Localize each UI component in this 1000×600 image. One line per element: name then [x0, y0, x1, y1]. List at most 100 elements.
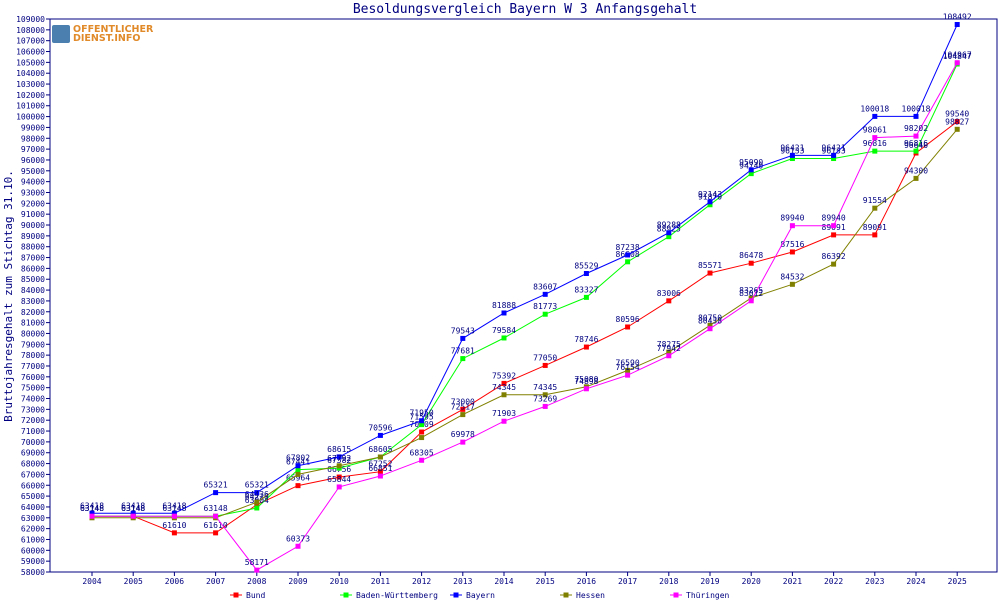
data-label: 96816	[904, 139, 928, 148]
data-point	[625, 324, 631, 330]
y-tick-label: 100000	[16, 113, 45, 122]
data-point	[872, 148, 878, 154]
data-label: 87238	[616, 243, 640, 252]
data-label: 67441	[286, 458, 310, 467]
data-point	[336, 474, 342, 480]
x-tick-label: 2013	[453, 577, 472, 586]
data-point	[913, 113, 919, 119]
data-point	[213, 513, 219, 519]
data-point	[295, 543, 301, 549]
legend-item: Bund	[230, 591, 265, 600]
data-point	[295, 483, 301, 489]
data-point	[831, 156, 837, 162]
data-point	[789, 152, 795, 158]
x-tick-label: 2014	[494, 577, 513, 586]
data-label: 78746	[574, 335, 598, 344]
y-tick-label: 83000	[21, 297, 45, 306]
data-label: 83607	[533, 282, 557, 291]
data-label: 73000	[451, 397, 475, 406]
data-point	[707, 270, 713, 276]
data-label: 98061	[863, 126, 887, 135]
data-point	[419, 435, 425, 441]
data-point	[89, 510, 95, 516]
x-tick-label: 2018	[659, 577, 678, 586]
data-label: 65321	[245, 481, 269, 490]
legend-item: Thüringen	[670, 591, 730, 600]
data-point	[666, 230, 672, 236]
data-label: 71950	[410, 409, 434, 418]
logo-line-1: OFFENTLICHER	[73, 23, 154, 35]
legend-label: Thüringen	[686, 591, 730, 600]
data-point	[213, 490, 219, 496]
y-tick-label: 104000	[16, 69, 45, 78]
data-label: 94740	[739, 162, 763, 171]
data-label: 96133	[780, 147, 804, 156]
legend-item: Baden-Württemberg	[340, 591, 438, 600]
x-tick-label: 2009	[288, 577, 307, 586]
y-tick-label: 96000	[21, 156, 45, 165]
data-point	[625, 259, 631, 265]
y-tick-label: 77000	[21, 362, 45, 371]
data-label: 78275	[657, 340, 681, 349]
data-point	[501, 418, 507, 424]
y-tick-label: 99000	[21, 123, 45, 132]
data-point	[254, 567, 260, 573]
series-line	[92, 128, 958, 519]
data-point	[171, 513, 177, 519]
y-tick-label: 65000	[21, 492, 45, 501]
data-point	[872, 135, 878, 141]
data-point	[542, 291, 548, 297]
data-point	[625, 252, 631, 258]
data-point	[831, 223, 837, 229]
y-tick-label: 74000	[21, 395, 45, 404]
y-tick-label: 109000	[16, 15, 45, 24]
y-tick-label: 66000	[21, 481, 45, 490]
data-point	[377, 454, 383, 460]
data-label: 77681	[451, 347, 475, 356]
data-label: 88925	[657, 225, 681, 234]
data-label: 89091	[863, 223, 887, 232]
data-point	[666, 353, 672, 359]
y-tick-label: 91000	[21, 210, 45, 219]
data-label: 69978	[451, 430, 475, 439]
legend-item: Bayern	[450, 591, 495, 600]
data-point	[748, 167, 754, 173]
data-point	[542, 362, 548, 368]
series-layer: 6314863148616106161064210659646675667252…	[80, 13, 972, 573]
x-tick-label: 2012	[412, 577, 431, 586]
data-label: 100018	[902, 104, 931, 113]
y-tick-label: 72000	[21, 416, 45, 425]
data-point	[336, 484, 342, 490]
data-label: 108492	[943, 13, 972, 22]
data-point	[583, 344, 589, 350]
x-tick-label: 2004	[82, 577, 101, 586]
data-label: 98827	[945, 117, 969, 126]
data-point	[872, 113, 878, 119]
data-point	[419, 457, 425, 463]
data-point	[171, 510, 177, 516]
legend: Bund Baden-Württemberg Bayern Hessen Thüring…	[230, 591, 730, 600]
data-label: 77942	[657, 344, 681, 353]
data-point	[542, 311, 548, 317]
data-label: 63148	[80, 504, 104, 513]
data-point	[831, 152, 837, 158]
data-point	[954, 126, 960, 132]
data-point	[501, 335, 507, 341]
data-point	[254, 505, 260, 511]
data-label: 63418	[162, 501, 186, 510]
y-tick-label: 105000	[16, 58, 45, 67]
data-point	[377, 473, 383, 479]
y-tick-label: 73000	[21, 405, 45, 414]
data-label: 80596	[616, 315, 640, 324]
data-label: 60373	[286, 534, 310, 543]
data-point	[789, 249, 795, 255]
y-tick-label: 85000	[21, 275, 45, 284]
y-tick-label: 106000	[16, 48, 45, 57]
data-label: 66851	[368, 464, 392, 473]
data-point	[707, 199, 713, 205]
data-point	[583, 294, 589, 300]
data-label: 99540	[945, 110, 969, 119]
data-label: 84532	[780, 272, 804, 281]
data-label: 83012	[739, 289, 763, 298]
x-tick-label: 2020	[742, 577, 761, 586]
